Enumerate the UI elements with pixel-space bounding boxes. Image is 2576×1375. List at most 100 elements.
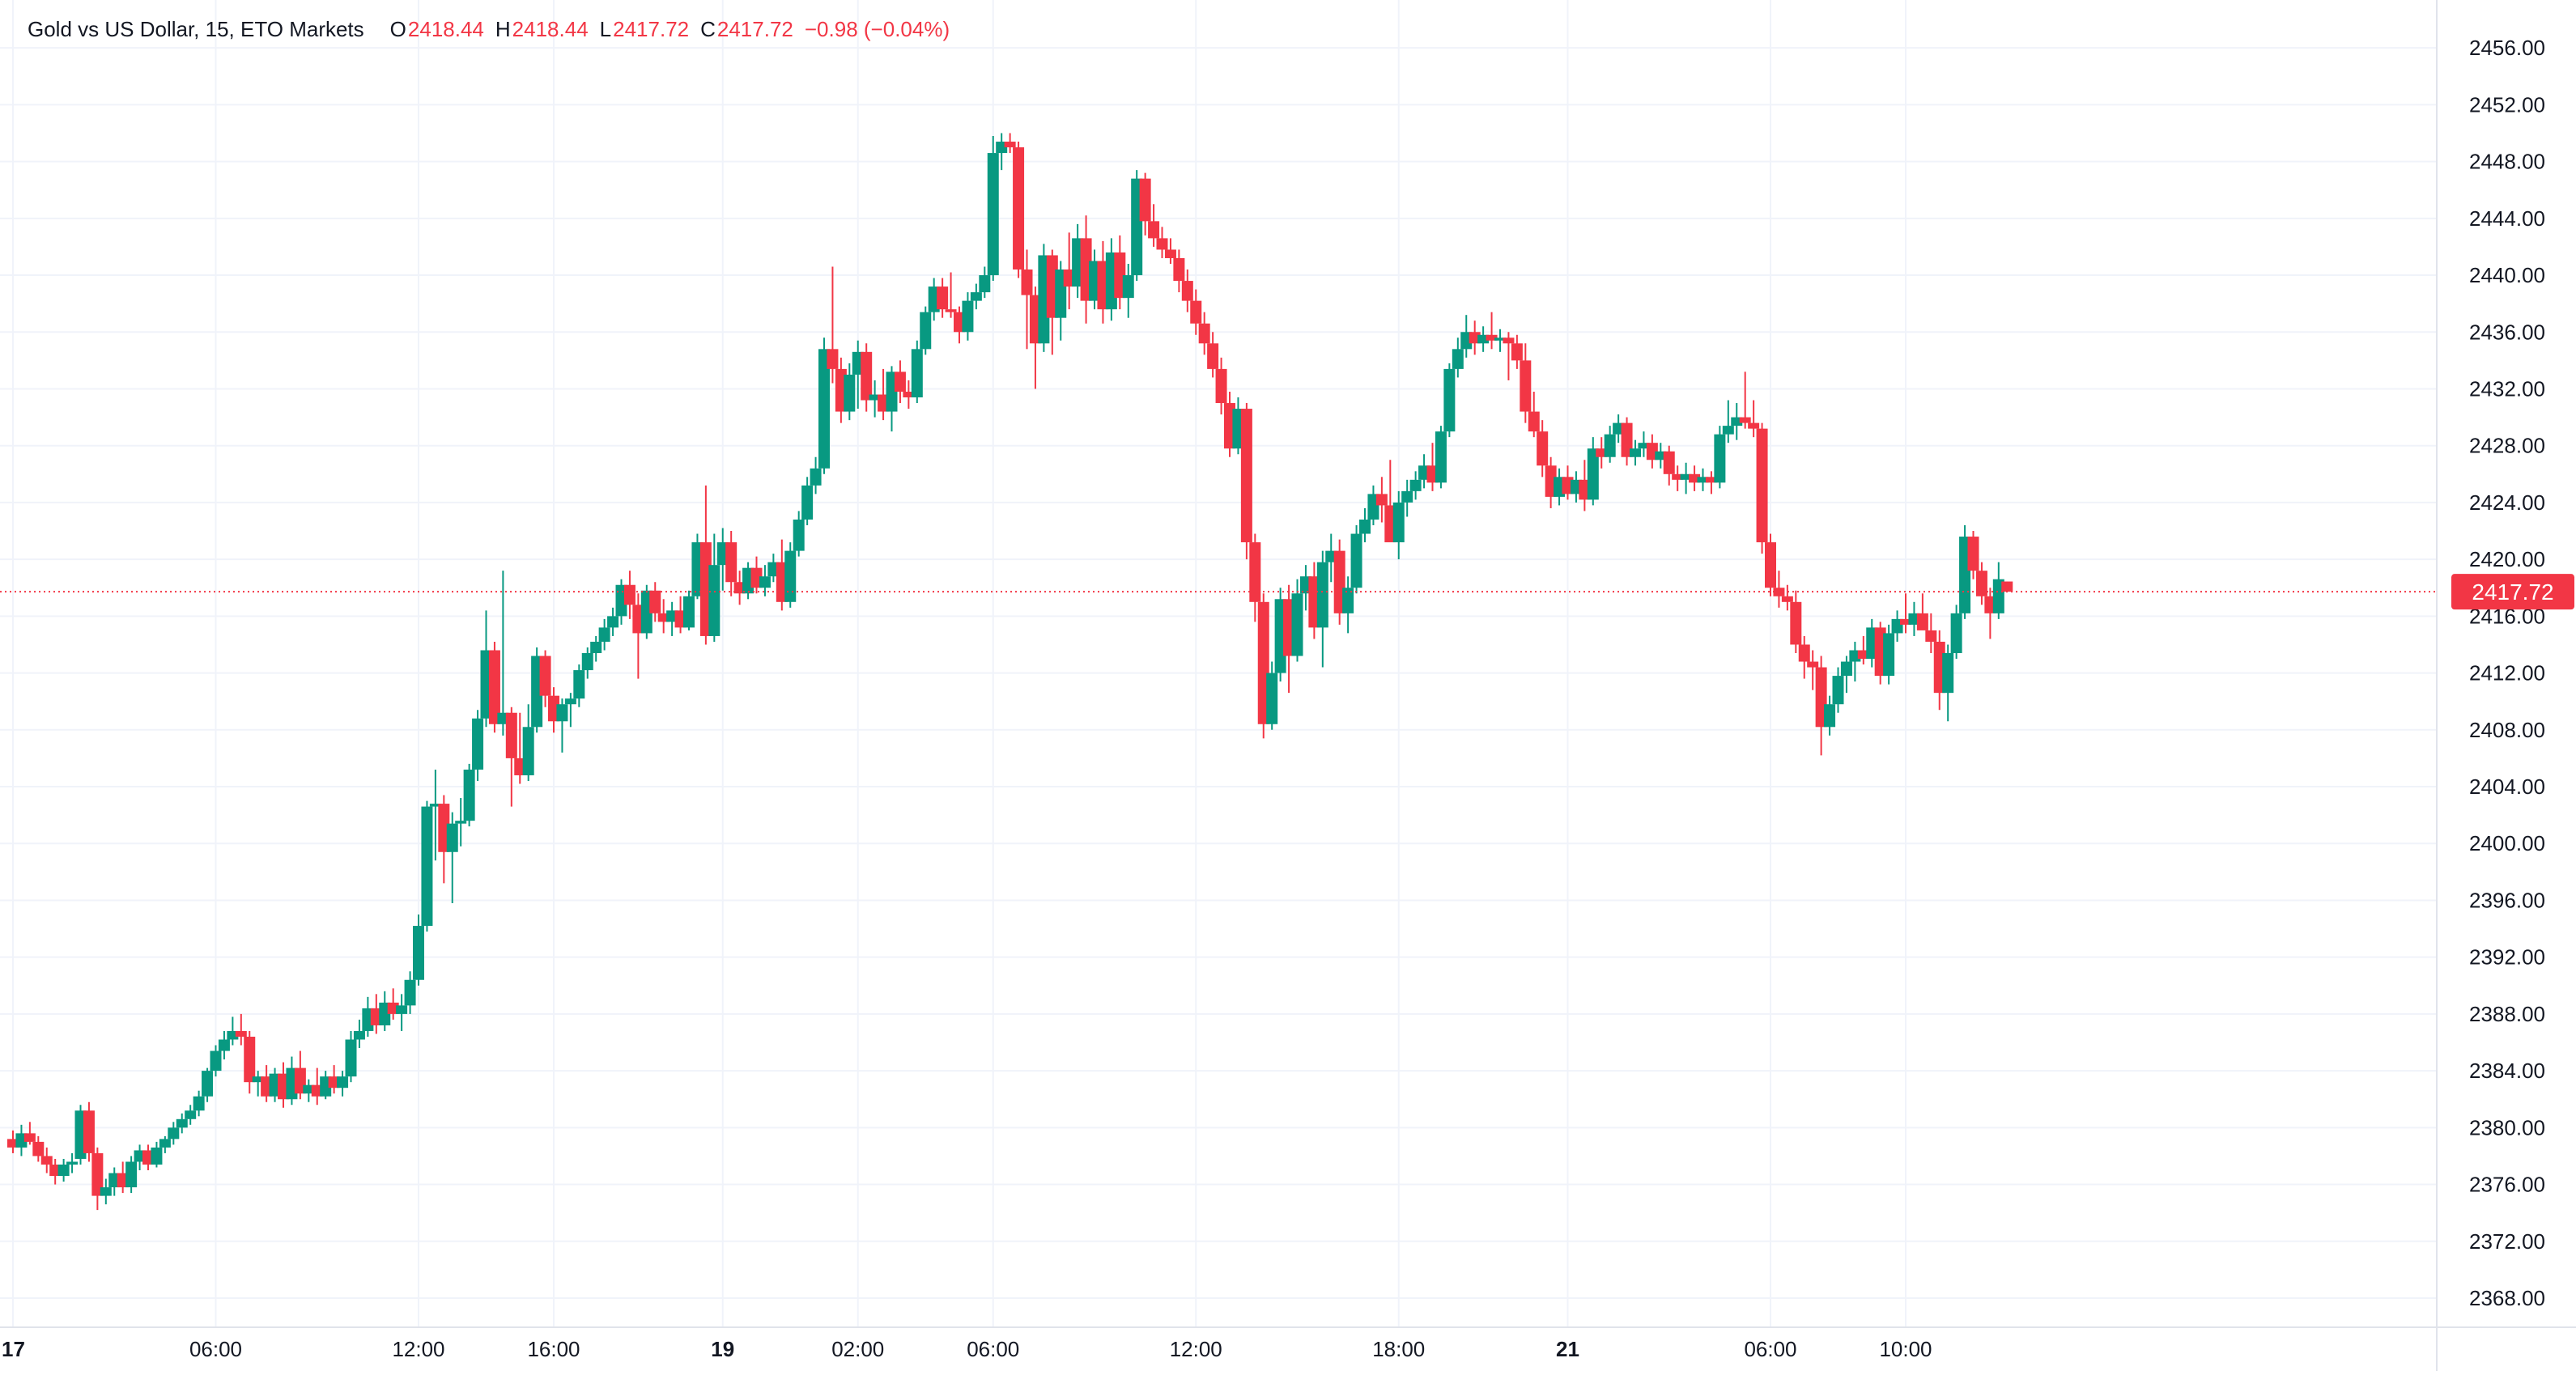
candle-body <box>202 1071 214 1097</box>
candle <box>1925 613 1937 654</box>
candle <box>987 136 999 282</box>
high-value: 2418.44 <box>512 16 589 41</box>
candle <box>218 1030 230 1060</box>
candle-body <box>353 1030 365 1040</box>
candle-body <box>1638 443 1650 449</box>
y-tick-label: 2380.00 <box>2469 1115 2545 1139</box>
candle <box>1722 400 1734 443</box>
candle <box>23 1122 36 1145</box>
x-tick-label: 12:00 <box>1170 1337 1222 1361</box>
candle-body <box>32 1141 45 1156</box>
candle <box>168 1122 180 1145</box>
candle <box>1596 437 1608 469</box>
candle-body <box>472 718 484 770</box>
candle <box>962 292 974 341</box>
candle <box>861 343 873 412</box>
candle <box>1409 471 1422 500</box>
candle-body <box>1975 571 1987 596</box>
x-tick-label: 19 <box>711 1337 734 1361</box>
candle-body <box>244 1036 256 1083</box>
x-tick-label: 06:00 <box>1744 1337 1796 1361</box>
candle <box>818 337 830 474</box>
candle <box>1240 403 1252 560</box>
low-value: 2417.72 <box>613 16 690 41</box>
candle <box>1375 477 1388 523</box>
candle-body <box>1748 422 1760 429</box>
candle <box>793 511 805 557</box>
candle-body <box>844 374 856 412</box>
candle-body <box>920 312 932 350</box>
candle <box>1604 426 1616 463</box>
y-tick-label: 2452.00 <box>2469 92 2545 117</box>
low-label: L <box>599 16 612 41</box>
candle <box>937 278 949 318</box>
candle-body <box>861 351 873 401</box>
candles <box>7 133 2013 1211</box>
price-axis[interactable]: 2456.00 2452.00 2448.00 2444.00 2440.00 2436.… <box>2451 36 2574 1310</box>
close-value: 2417.72 <box>716 16 793 41</box>
candle <box>1520 343 1532 423</box>
candle <box>1781 584 1793 611</box>
candle-body <box>1207 343 1219 369</box>
candle <box>1857 635 1869 665</box>
x-tick-label: 10:00 <box>1879 1337 1932 1361</box>
candle <box>1266 661 1278 730</box>
candle-body <box>1916 613 1928 630</box>
symbol-title: Gold vs US Dollar, 15, ETO Markets <box>28 16 364 41</box>
candle-body <box>421 806 433 927</box>
candle <box>1705 471 1717 494</box>
candle <box>1004 133 1016 154</box>
candle-body <box>987 153 999 276</box>
candle-body <box>1705 477 1717 483</box>
candle-body <box>827 349 839 369</box>
candle <box>564 693 576 728</box>
candle <box>598 618 610 651</box>
candle <box>505 707 517 807</box>
candle-body <box>1883 633 1895 677</box>
candle <box>810 456 822 494</box>
candle <box>1663 445 1675 486</box>
candle <box>556 698 568 753</box>
candle-body <box>66 1161 79 1165</box>
candle <box>345 1030 357 1083</box>
candle <box>159 1135 171 1153</box>
candle-body <box>539 656 551 696</box>
y-tick-label: 2420.00 <box>2469 547 2545 571</box>
candle <box>1139 172 1151 236</box>
candle <box>193 1090 205 1117</box>
candle <box>607 607 619 636</box>
candle-body <box>83 1110 95 1153</box>
candle-body <box>446 823 458 852</box>
close-label: C <box>700 16 716 41</box>
candle-body <box>1198 323 1210 344</box>
candle-body <box>1824 704 1836 728</box>
candle <box>83 1101 95 1162</box>
candle-body <box>1148 221 1160 239</box>
candle <box>708 533 721 642</box>
candle <box>1198 312 1210 355</box>
candle-body <box>818 349 830 469</box>
candle-body <box>1494 337 1506 341</box>
candle <box>1435 426 1447 489</box>
candle <box>903 380 915 410</box>
candle-body <box>1350 533 1362 588</box>
candle-body <box>801 485 814 520</box>
time-axis[interactable]: 17 06:00 12:00 16:00 19 02:00 06:00 12:00 18:00 2… <box>2 1337 1932 1361</box>
candle <box>581 647 593 679</box>
candle <box>522 704 534 781</box>
candle-body <box>218 1039 230 1051</box>
candle-body <box>784 550 797 602</box>
candle-body <box>463 769 475 821</box>
candle <box>1824 695 1836 736</box>
candle-body <box>100 1187 112 1196</box>
candle-body <box>1731 417 1743 427</box>
candle <box>185 1105 197 1125</box>
candle <box>623 571 635 619</box>
candle <box>1207 332 1219 378</box>
candle <box>725 531 738 596</box>
y-tick-label: 2404.00 <box>2469 774 2545 799</box>
candle <box>1401 479 1413 517</box>
